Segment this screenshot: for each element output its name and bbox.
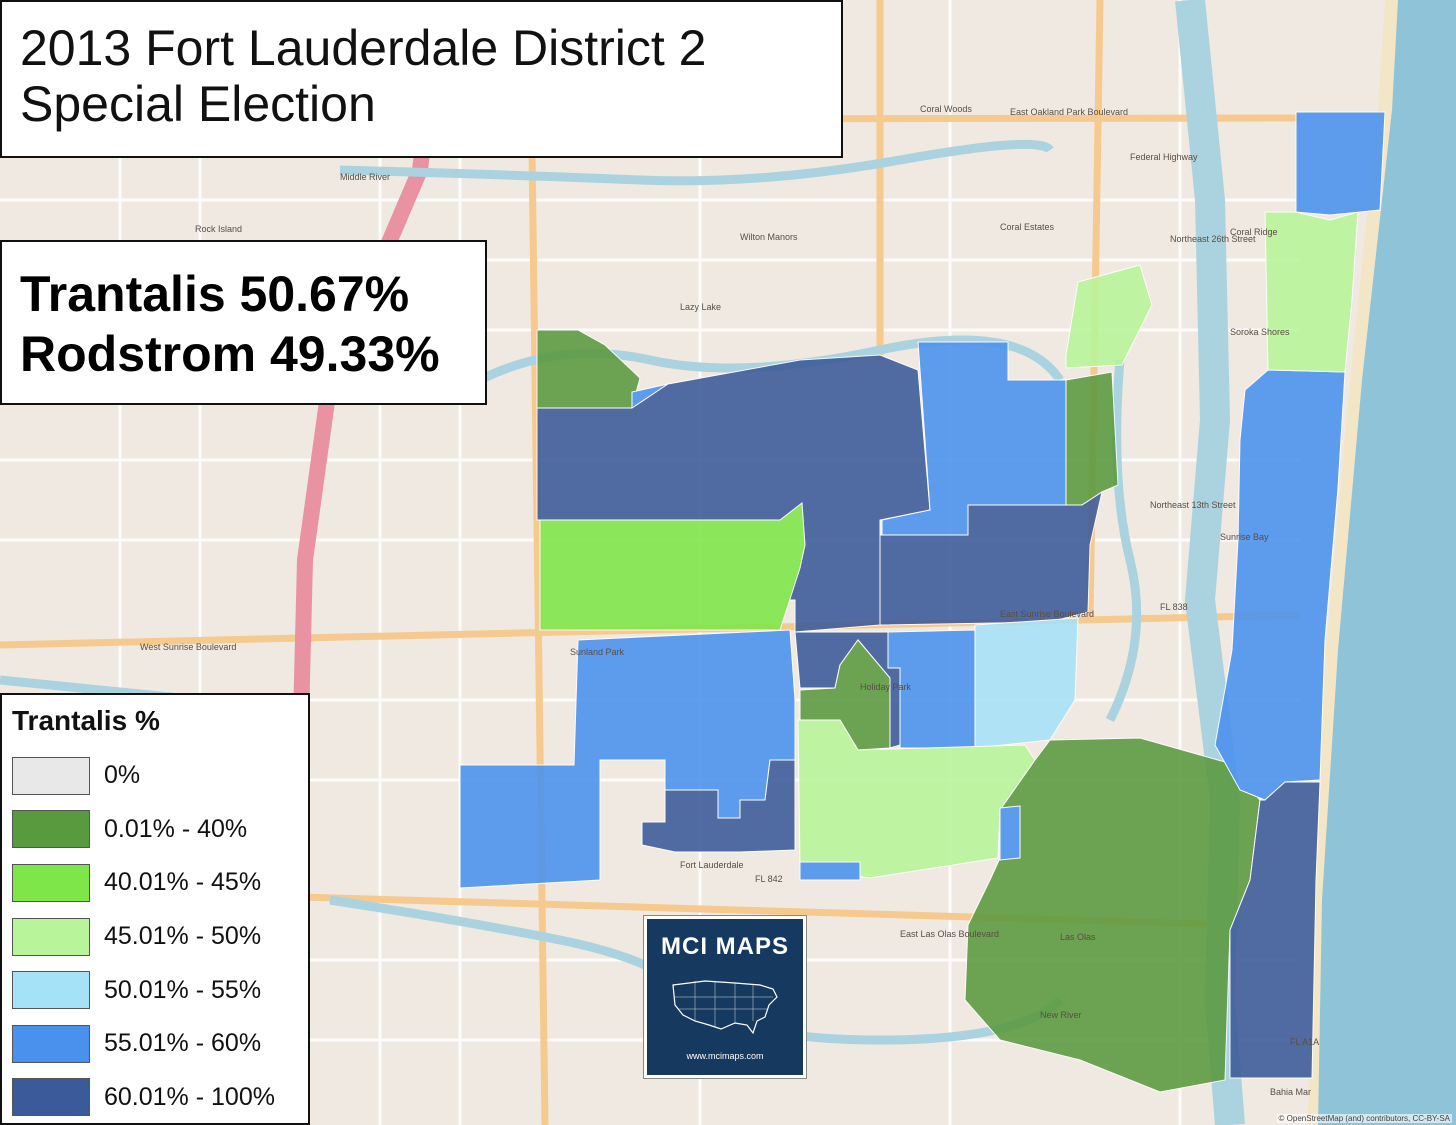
legend-label: 0.01% - 40% (104, 814, 248, 843)
title-box: 2013 Fort Lauderdale District 2 Special … (0, 0, 843, 158)
map-place-label: Coral Woods (920, 104, 972, 114)
map-place-label: Holiday Park (860, 682, 912, 692)
legend-item: 0% (12, 749, 308, 803)
map-place-label: Sunrise Bay (1220, 532, 1269, 542)
legend-item: 55.01% - 60% (12, 1017, 308, 1071)
beach (1308, 0, 1398, 1125)
result-rodstrom: Rodstrom 49.33% (20, 326, 440, 382)
legend-title: Trantalis % (12, 705, 160, 736)
map-place-label: Coral Ridge (1230, 227, 1278, 237)
map-place-label: East Sunrise Boulevard (1000, 609, 1094, 619)
map-place-label: FL 838 (1160, 602, 1188, 612)
title-line-2: Special Election (20, 76, 376, 132)
legend-swatch (12, 1078, 90, 1117)
legend-label: 50.01% - 55% (104, 975, 262, 1004)
logo-url: www.mcimaps.com (686, 1051, 764, 1061)
logo-name: MCI MAPS (661, 933, 789, 960)
map-place-label: Bahia Mar (1270, 1087, 1311, 1097)
precinct (539, 502, 806, 631)
precinct (999, 805, 1021, 861)
us-map-icon (672, 980, 778, 1035)
legend-swatch (12, 1024, 90, 1063)
legend: Trantalis % 0% 0.01% - 40% 40.01% - 45% … (0, 693, 310, 1125)
legend-label: 55.01% - 60% (104, 1029, 262, 1058)
legend-label: 40.01% - 45% (104, 868, 262, 897)
precinct (1065, 264, 1153, 369)
map-place-label: Soroka Shores (1230, 327, 1290, 337)
map-place-label: New River (1040, 1010, 1082, 1020)
legend-item: 50.01% - 55% (12, 963, 308, 1017)
precinct (974, 617, 1079, 749)
map-attribution: © OpenStreetMap (and) contributors, CC-B… (1276, 1114, 1452, 1123)
results-box: Trantalis 50.67% Rodstrom 49.33% (0, 240, 487, 405)
map-place-label: FL 842 (755, 874, 783, 884)
precinct (964, 737, 1261, 1093)
precinct (1229, 781, 1321, 1079)
precinct (1264, 211, 1359, 373)
precinct (1295, 111, 1386, 216)
precinct (879, 490, 1103, 626)
map-place-label: East Las Olas Boulevard (900, 929, 999, 939)
precinct (799, 861, 861, 881)
legend-swatch (12, 863, 90, 902)
map-place-label: East Oakland Park Boulevard (1010, 107, 1128, 117)
map-place-label: Sunland Park (570, 647, 625, 657)
map-place-label: Las Olas (1060, 932, 1096, 942)
map-place-label: Northeast 13th Street (1150, 500, 1236, 510)
precinct (1065, 371, 1119, 506)
precinct (641, 759, 796, 853)
result-trantalis: Trantalis 50.67% (20, 266, 410, 322)
legend-label: 60.01% - 100% (104, 1082, 275, 1111)
map-place-label: West Sunrise Boulevard (140, 642, 236, 652)
map-place-label: Northeast 26th Street (1170, 234, 1256, 244)
legend-swatch (12, 756, 90, 795)
legend-swatch (12, 971, 90, 1010)
map-place-label: Rock Island (195, 224, 242, 234)
map-place-label: Lazy Lake (680, 302, 721, 312)
precincts (459, 111, 1386, 1093)
legend-label: 0% (104, 761, 141, 790)
map-place-label: Fort Lauderdale (680, 860, 744, 870)
legend-item: 45.01% - 50% (12, 910, 308, 964)
mci-maps-logo: MCI MAPS www.mcimaps.com (644, 916, 806, 1078)
map-place-label: Wilton Manors (740, 232, 798, 242)
map-place-label: Middle River (340, 172, 390, 182)
legend-label: 45.01% - 50% (104, 922, 262, 951)
ocean (1310, 0, 1456, 1125)
map-place-label: FL A1A (1290, 1037, 1319, 1047)
legend-swatch (12, 917, 90, 956)
legend-item: 40.01% - 45% (12, 856, 308, 910)
legend-item: 60.01% - 100% (12, 1071, 308, 1125)
title-line-1: 2013 Fort Lauderdale District 2 (20, 20, 707, 76)
map-place-label: Federal Highway (1130, 152, 1198, 162)
map-place-label: Coral Estates (1000, 222, 1055, 232)
legend-item: 0.01% - 40% (12, 803, 308, 857)
legend-swatch (12, 810, 90, 849)
